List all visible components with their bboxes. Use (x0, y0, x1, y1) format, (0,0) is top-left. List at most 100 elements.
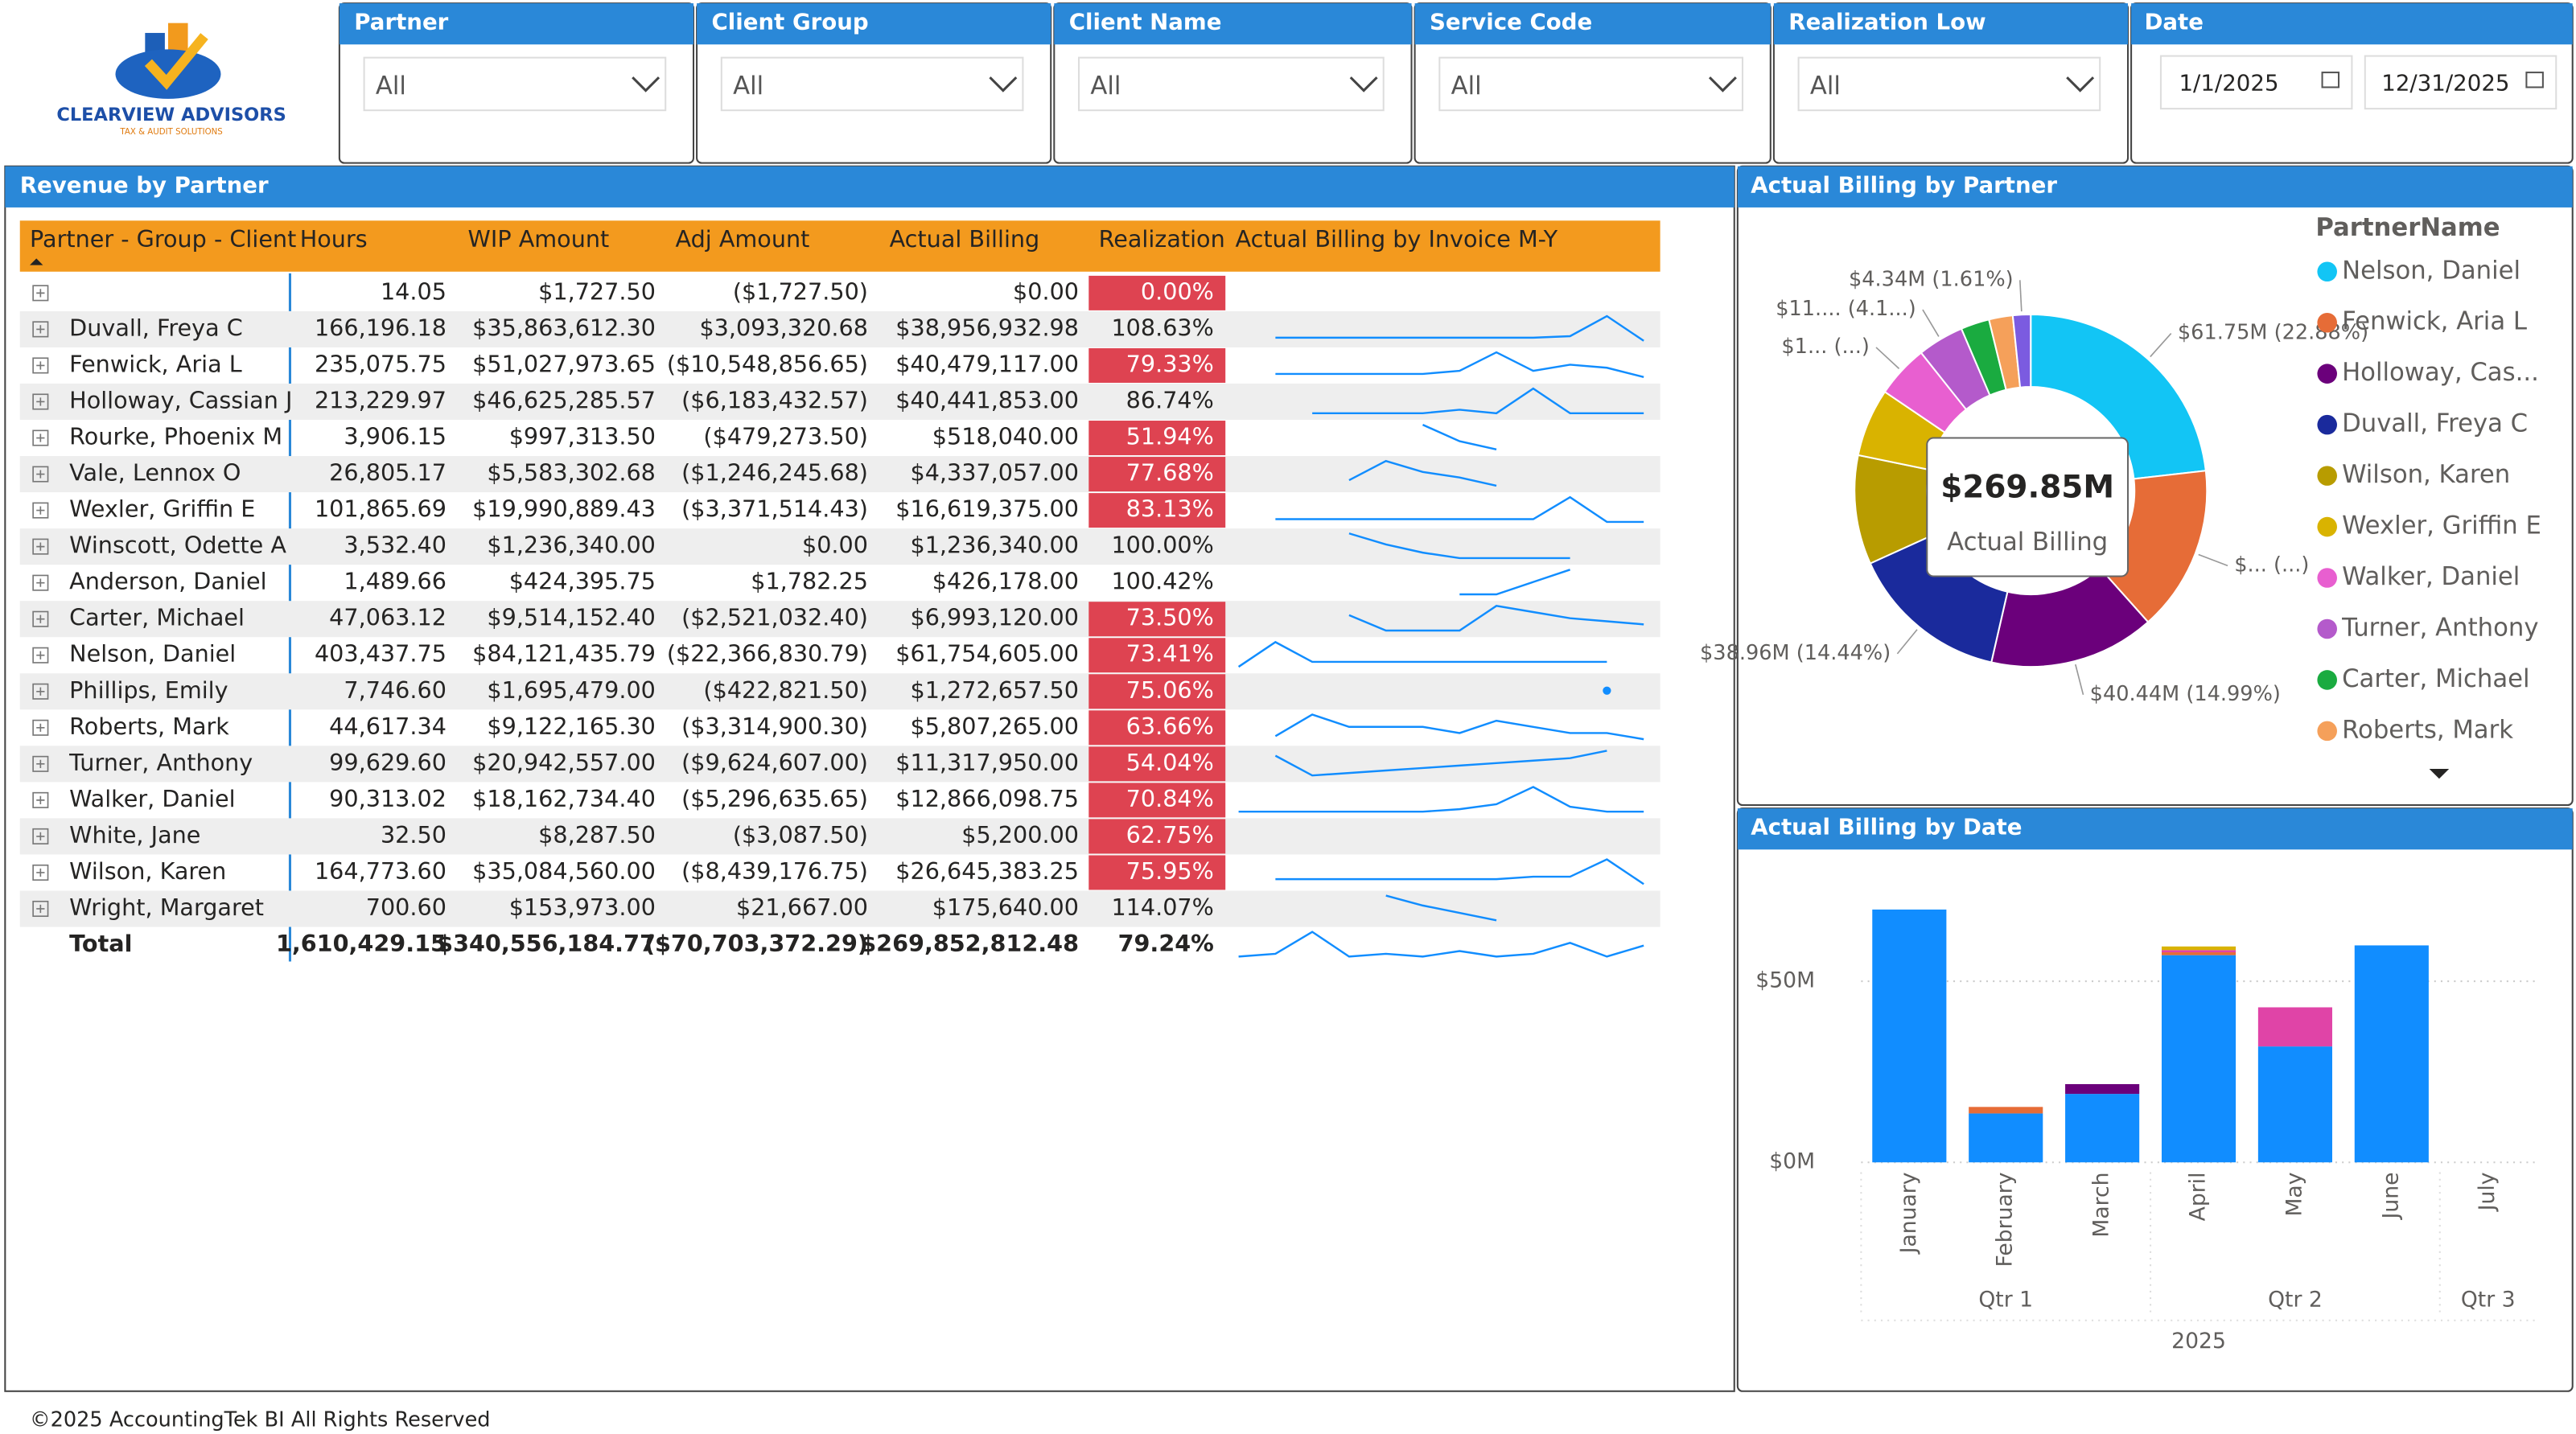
cell: $11,317,950.00 (895, 749, 1079, 776)
cell: ($6,183,432.57) (681, 386, 868, 413)
expand-icon[interactable] (32, 285, 49, 302)
bar-segment[interactable] (2065, 1083, 2140, 1095)
slicer[interactable]: Partner All (338, 2, 695, 164)
expand-icon[interactable] (32, 719, 49, 736)
cell: ($9,624,607.00) (681, 749, 868, 776)
legend-entry[interactable]: Carter, Michael (2342, 665, 2529, 693)
legend-entry[interactable]: Duvall, Freya C (2342, 410, 2528, 438)
expand-icon[interactable] (32, 864, 49, 881)
slicer[interactable]: Client Name All (1053, 2, 1413, 164)
expand-plus (36, 687, 45, 696)
cell: 75.06% (1126, 676, 1214, 704)
bar-segment[interactable] (2161, 946, 2237, 951)
cell: 63.66% (1126, 713, 1214, 740)
dropdown-value[interactable]: All (376, 72, 406, 101)
slicer[interactable]: Client Group All (696, 2, 1052, 164)
cell: 1,489.66 (344, 568, 446, 595)
donut-slice[interactable] (2011, 313, 2032, 388)
dropdown[interactable] (1438, 56, 1744, 112)
expand-plus (36, 832, 45, 841)
expand-icon[interactable] (32, 900, 49, 918)
expand-icon[interactable] (32, 502, 49, 519)
cell: $0.00 (802, 532, 868, 559)
cell: ($479,273.50) (703, 423, 868, 450)
dropdown[interactable] (1797, 56, 2101, 112)
legend-entry[interactable]: Walker, Daniel (2342, 563, 2520, 591)
legend-entry[interactable]: Nelson, Daniel (2342, 257, 2520, 285)
dropdown[interactable] (1077, 56, 1385, 112)
slicer-title: Client Name (1069, 9, 1222, 35)
bar-segment[interactable] (2257, 1046, 2332, 1163)
expand-icon[interactable] (32, 429, 49, 446)
slicer-header (339, 3, 694, 45)
legend-entry[interactable]: Turner, Anthony (2341, 614, 2538, 642)
bar-segment[interactable] (2161, 952, 2237, 955)
expand-icon[interactable] (32, 647, 49, 664)
cell: 54.04% (1126, 749, 1214, 776)
legend-entry[interactable]: Holloway, Cas... (2342, 359, 2539, 387)
expand-icon[interactable] (32, 321, 49, 338)
sparkline (1274, 713, 1644, 741)
bar-segment[interactable] (2161, 955, 2237, 1163)
dropdown-value[interactable]: All (1090, 72, 1121, 101)
cell: $997,313.50 (509, 423, 656, 450)
expand-icon[interactable] (32, 574, 49, 591)
dropdown[interactable] (720, 56, 1024, 112)
date-slicer[interactable]: Date 1/1/2025 12/31/2025 (2130, 2, 2574, 164)
leader-line (1875, 347, 1900, 369)
cell: 26,805.17 (329, 459, 446, 487)
legend-marker (2317, 670, 2337, 690)
dropdown-value[interactable]: All (1451, 72, 1482, 101)
cell: $0.00 (1013, 277, 1079, 305)
row-label: Phillips, Emily (69, 676, 228, 704)
dropdown[interactable] (363, 56, 667, 112)
bar-segment[interactable] (2161, 950, 2237, 953)
expand-icon[interactable] (32, 828, 49, 844)
expand-plus (36, 325, 45, 334)
date-start[interactable]: 1/1/2025 (2179, 69, 2278, 96)
cell: ($70,703,372.29) (644, 930, 868, 957)
bar-segment[interactable] (1969, 1113, 2043, 1163)
expand-icon[interactable] (32, 393, 49, 410)
slicer[interactable]: Service Code All (1414, 2, 1772, 164)
expand-icon[interactable] (32, 755, 49, 772)
slicer-header (1414, 3, 1771, 45)
realization-alert (1088, 347, 1226, 383)
legend-entry[interactable]: Fenwick, Aria L (2342, 308, 2527, 336)
expand-plus (36, 506, 45, 515)
bar-segment[interactable] (2257, 1007, 2332, 1047)
expand-icon[interactable] (32, 683, 49, 700)
legend-marker (2317, 568, 2337, 588)
bar-segment[interactable] (2354, 945, 2429, 1163)
expand-icon[interactable] (32, 466, 49, 483)
legend-entry[interactable]: Roberts, Mark (2342, 716, 2513, 744)
expand-icon[interactable] (32, 610, 49, 627)
realization-alert (1088, 710, 1226, 746)
dropdown-value[interactable]: All (1810, 72, 1841, 101)
row-label: Holloway, Cassian J (69, 386, 292, 413)
legend-marker (2317, 312, 2337, 333)
expand-plus (36, 578, 45, 587)
donut-slice[interactable] (2030, 313, 2207, 480)
cell: ($1,246,245.68) (681, 459, 868, 487)
bar-segment[interactable] (1872, 909, 1947, 1163)
legend-scroll[interactable] (2429, 768, 2450, 779)
legend-entry[interactable]: Wexler, Griffin E (2342, 512, 2541, 540)
cell: $18,162,734.40 (472, 785, 656, 812)
date-end[interactable]: 12/31/2025 (2381, 69, 2509, 96)
bar-segment[interactable] (1969, 1107, 2043, 1114)
y-tick-label: $50M (1755, 968, 1815, 993)
data-label: $... (...) (2234, 553, 2309, 577)
expand-icon[interactable] (32, 357, 49, 374)
sort-arrow (30, 258, 43, 265)
row-label: Roberts, Mark (69, 713, 229, 740)
leader-line (1922, 309, 1940, 337)
legend-entry[interactable]: Wilson, Karen (2342, 461, 2510, 489)
dropdown-value[interactable]: All (733, 72, 763, 101)
slicer[interactable]: Realization Low All (1772, 2, 2130, 164)
bar-segment[interactable] (2065, 1094, 2140, 1163)
expand-icon[interactable] (32, 538, 49, 555)
cell: 235,075.75 (315, 350, 446, 377)
quarter-label: Qtr 3 (2461, 1288, 2516, 1313)
expand-icon[interactable] (32, 791, 49, 808)
